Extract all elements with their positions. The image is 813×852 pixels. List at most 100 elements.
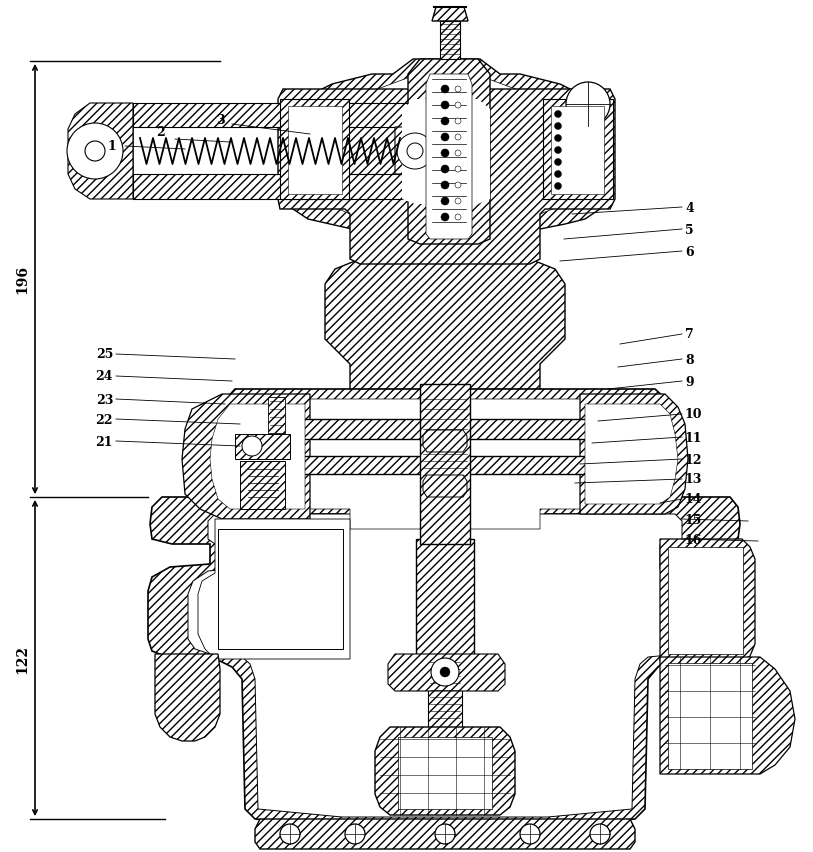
Text: 15: 15 (685, 513, 702, 526)
Circle shape (431, 659, 459, 686)
Polygon shape (182, 394, 310, 520)
Polygon shape (440, 22, 460, 60)
Bar (133, 128, 415, 175)
Circle shape (67, 124, 123, 180)
Polygon shape (423, 430, 467, 452)
Text: 25: 25 (96, 348, 113, 361)
Text: 12: 12 (685, 453, 702, 466)
Text: 16: 16 (685, 532, 702, 546)
Circle shape (441, 181, 449, 190)
Circle shape (85, 141, 105, 162)
Polygon shape (402, 100, 490, 204)
Circle shape (441, 102, 449, 110)
Circle shape (554, 147, 562, 154)
Text: 8: 8 (685, 353, 693, 366)
Polygon shape (432, 8, 468, 22)
Polygon shape (426, 75, 472, 239)
Polygon shape (155, 654, 220, 741)
Bar (398, 737, 492, 809)
Polygon shape (220, 389, 672, 539)
Text: 22: 22 (95, 413, 113, 426)
Polygon shape (148, 498, 742, 834)
Circle shape (520, 824, 540, 844)
Polygon shape (235, 435, 290, 459)
Circle shape (590, 824, 610, 844)
Polygon shape (660, 539, 755, 661)
Circle shape (345, 824, 365, 844)
Circle shape (441, 118, 449, 126)
Polygon shape (240, 462, 285, 509)
Text: 7: 7 (685, 328, 693, 341)
Circle shape (455, 119, 461, 125)
Polygon shape (580, 394, 688, 515)
Circle shape (435, 824, 455, 844)
Text: 5: 5 (685, 223, 693, 236)
Bar (668, 663, 752, 769)
Text: 21: 21 (95, 435, 113, 448)
Polygon shape (133, 104, 415, 128)
Bar (227, 539, 335, 639)
Polygon shape (543, 100, 613, 199)
Text: 196: 196 (15, 265, 29, 294)
Polygon shape (255, 819, 635, 849)
Circle shape (455, 135, 461, 141)
Text: 6: 6 (685, 245, 693, 258)
Polygon shape (585, 405, 678, 504)
Circle shape (441, 150, 449, 158)
Circle shape (554, 171, 562, 178)
Polygon shape (232, 419, 660, 440)
Circle shape (566, 83, 610, 127)
Circle shape (554, 135, 562, 142)
Circle shape (441, 198, 449, 206)
Bar (288, 106, 342, 195)
Circle shape (554, 183, 562, 190)
Circle shape (441, 166, 449, 174)
Polygon shape (210, 405, 305, 509)
Bar (218, 529, 343, 649)
Circle shape (440, 667, 450, 677)
Polygon shape (280, 100, 349, 199)
Polygon shape (280, 60, 612, 394)
Text: 13: 13 (685, 473, 702, 486)
Text: 14: 14 (685, 493, 702, 506)
Polygon shape (320, 75, 572, 260)
Circle shape (554, 159, 562, 166)
Polygon shape (395, 128, 455, 175)
Polygon shape (188, 515, 700, 817)
Polygon shape (416, 539, 474, 659)
Polygon shape (250, 457, 642, 475)
Text: 4: 4 (685, 201, 693, 214)
Circle shape (455, 183, 461, 189)
Circle shape (455, 215, 461, 221)
Text: 9: 9 (685, 375, 693, 388)
Polygon shape (428, 659, 462, 729)
Polygon shape (420, 384, 470, 544)
Circle shape (397, 134, 433, 170)
Polygon shape (68, 104, 133, 199)
Polygon shape (133, 175, 415, 199)
Text: 10: 10 (685, 408, 702, 421)
Bar (551, 106, 604, 195)
Circle shape (407, 144, 423, 160)
Circle shape (441, 134, 449, 141)
Polygon shape (268, 398, 285, 434)
Polygon shape (298, 400, 592, 529)
Polygon shape (278, 90, 615, 265)
Circle shape (455, 151, 461, 157)
Circle shape (455, 199, 461, 204)
Circle shape (455, 167, 461, 173)
Polygon shape (660, 657, 795, 774)
Circle shape (441, 86, 449, 94)
Text: 23: 23 (96, 393, 113, 406)
Text: 11: 11 (685, 431, 702, 444)
Polygon shape (408, 60, 490, 245)
Text: 122: 122 (15, 644, 29, 673)
Polygon shape (423, 475, 467, 498)
Circle shape (280, 824, 300, 844)
Bar (668, 547, 743, 654)
Circle shape (455, 87, 461, 93)
Circle shape (455, 103, 461, 109)
Polygon shape (375, 727, 515, 815)
Text: 1: 1 (107, 141, 116, 153)
Circle shape (242, 436, 262, 457)
